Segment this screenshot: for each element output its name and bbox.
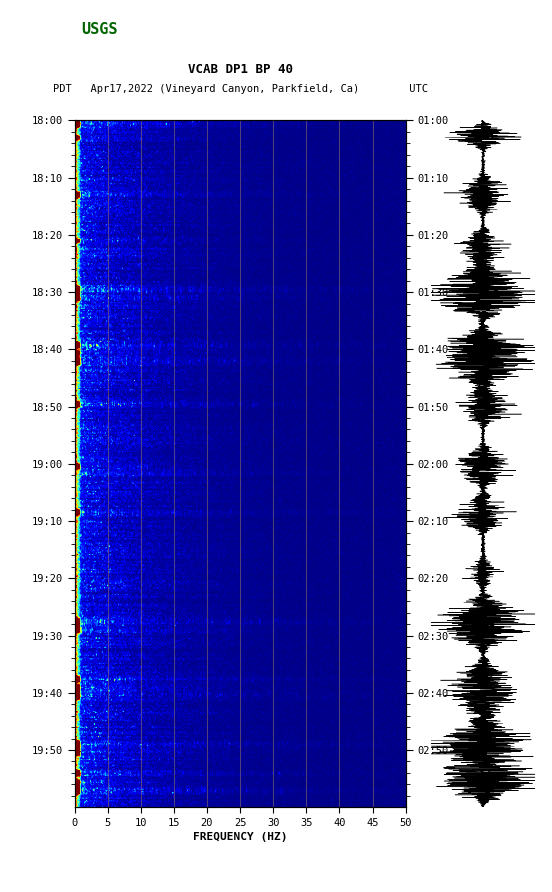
- Text: PDT   Apr17,2022 (Vineyard Canyon, Parkfield, Ca)        UTC: PDT Apr17,2022 (Vineyard Canyon, Parkfie…: [52, 84, 428, 94]
- Text: VCAB DP1 BP 40: VCAB DP1 BP 40: [188, 62, 293, 76]
- X-axis label: FREQUENCY (HZ): FREQUENCY (HZ): [193, 832, 288, 842]
- Text: USGS: USGS: [82, 22, 118, 37]
